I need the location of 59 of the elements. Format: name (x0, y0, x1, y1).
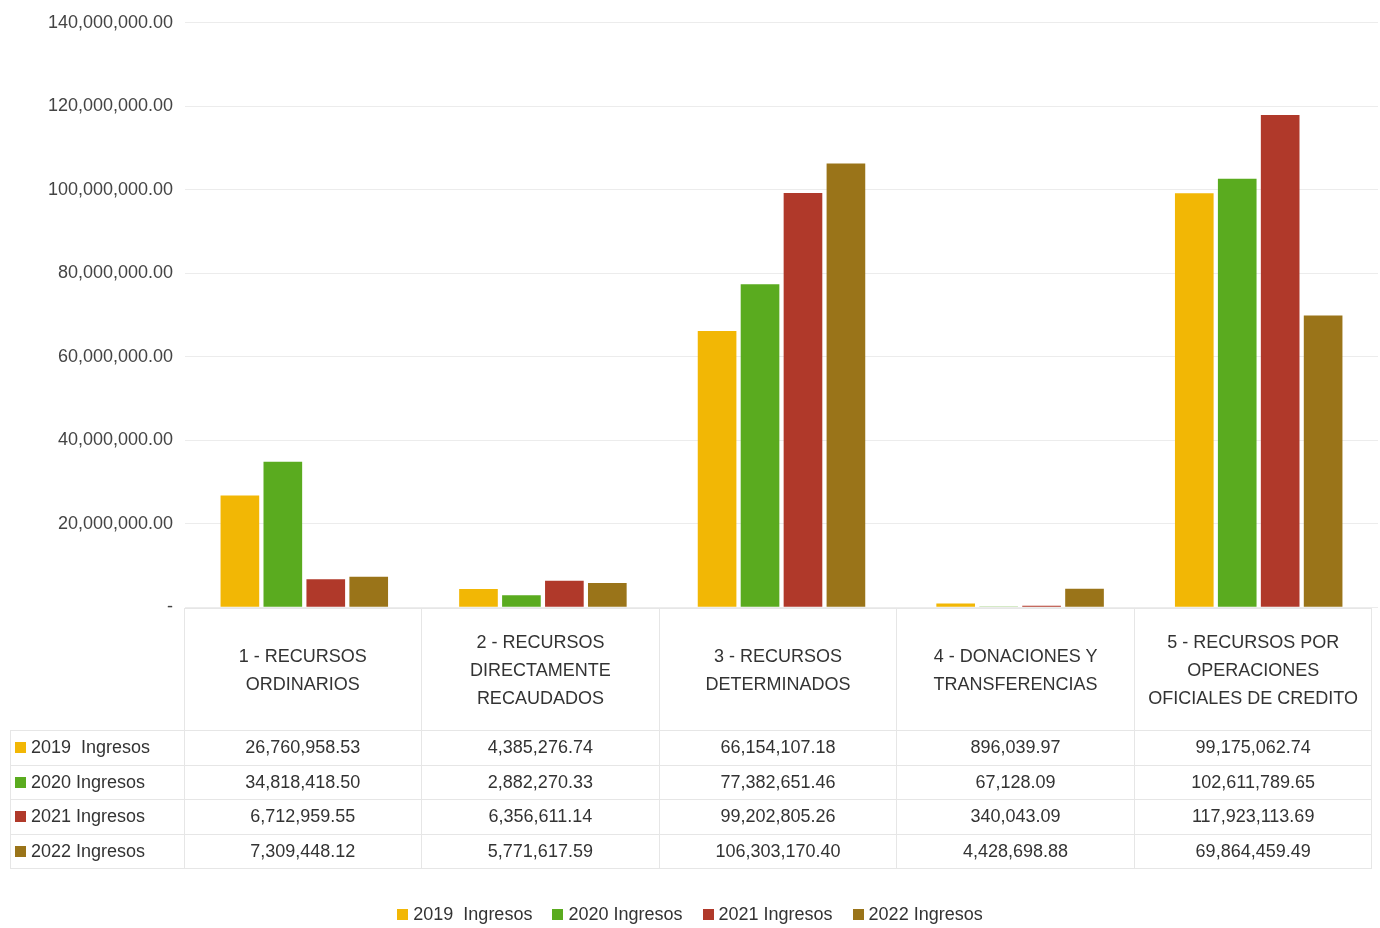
y-tick-label: 60,000,000.00 (57, 345, 173, 366)
bar (220, 495, 260, 607)
data-label: 99,175,062.74 (1134, 730, 1372, 766)
y-tick-label: 20,000,000.00 (57, 512, 173, 533)
bar (783, 193, 823, 607)
y-tick-label: 80,000,000.00 (57, 262, 173, 283)
y-tick-label: 140,000,000.00 (47, 11, 173, 32)
y-tick-label: 100,000,000.00 (47, 178, 173, 199)
data-label: 5,771,617.59 (421, 834, 660, 869)
x-tick-label: 1 - RECURSOS ORDINARIOS (184, 608, 422, 731)
legend-label: 2019 Ingresos (10, 730, 184, 766)
y-tick-label: 40,000,000.00 (57, 429, 173, 450)
data-label: 69,864,459.49 (1134, 834, 1372, 869)
y-tick-label: - (167, 596, 173, 617)
data-label: 6,356,611.14 (421, 799, 660, 835)
bar (1303, 315, 1343, 607)
data-label: 102,611,789.65 (1134, 765, 1372, 800)
bar (740, 284, 780, 607)
data-label: 106,303,170.40 (659, 834, 897, 869)
text: 2020 Ingresos (568, 904, 683, 924)
data-label: 2,882,270.33 (421, 765, 660, 800)
bar (263, 461, 303, 607)
data-label: 77,382,651.46 (659, 765, 897, 800)
bar (1217, 178, 1257, 607)
bar (502, 595, 541, 607)
data-label: 7,309,448.12 (184, 834, 422, 869)
data-label: 117,923,113.69 (1134, 799, 1372, 835)
text: 2021 Ingresos (718, 904, 833, 924)
bar (697, 331, 737, 607)
data-label: 99,202,805.26 (659, 799, 897, 835)
text: 2019 Ingresos (413, 904, 533, 924)
data-label: 34,818,418.50 (184, 765, 422, 800)
x-tick-label: 3 - RECURSOS DETERMINADOS (659, 608, 897, 731)
bar (1065, 588, 1104, 607)
data-label: 66,154,107.18 (659, 730, 897, 766)
data-label: 6,712,959.55 (184, 799, 422, 835)
bar (826, 163, 866, 607)
data-label: 896,039.97 (896, 730, 1135, 766)
data-label: 340,043.09 (896, 799, 1135, 835)
bar (306, 579, 346, 607)
legend-label: 2021 Ingresos (10, 799, 184, 835)
x-tick-label: 5 - RECURSOS POR OPERACIONES OFICIALES DE CREDITO (1134, 608, 1372, 731)
data-label: 4,385,276.74 (421, 730, 660, 766)
y-tick-label: 120,000,000.00 (47, 95, 173, 116)
x-tick-label: 4 - DONACIONES Y TRANSFERENCIAS (896, 608, 1135, 731)
bar (588, 583, 627, 607)
bar (349, 576, 389, 607)
bar (459, 588, 498, 607)
bar (1260, 114, 1300, 607)
data-label: 67,128.09 (896, 765, 1135, 800)
legend-label: 2022 Ingresos (867, 904, 983, 924)
bar (936, 603, 976, 607)
legend-label: 2020 Ingresos (10, 765, 184, 800)
bar (1174, 193, 1214, 607)
data-label: 4,428,698.88 (896, 834, 1135, 869)
data-label: 26,760,958.53 (184, 730, 422, 766)
bar (545, 580, 584, 607)
text: 2022 Ingresos (31, 840, 146, 861)
x-tick-label: 2 - RECURSOS DIRECTAMENTE RECAUDADOS (421, 608, 660, 731)
